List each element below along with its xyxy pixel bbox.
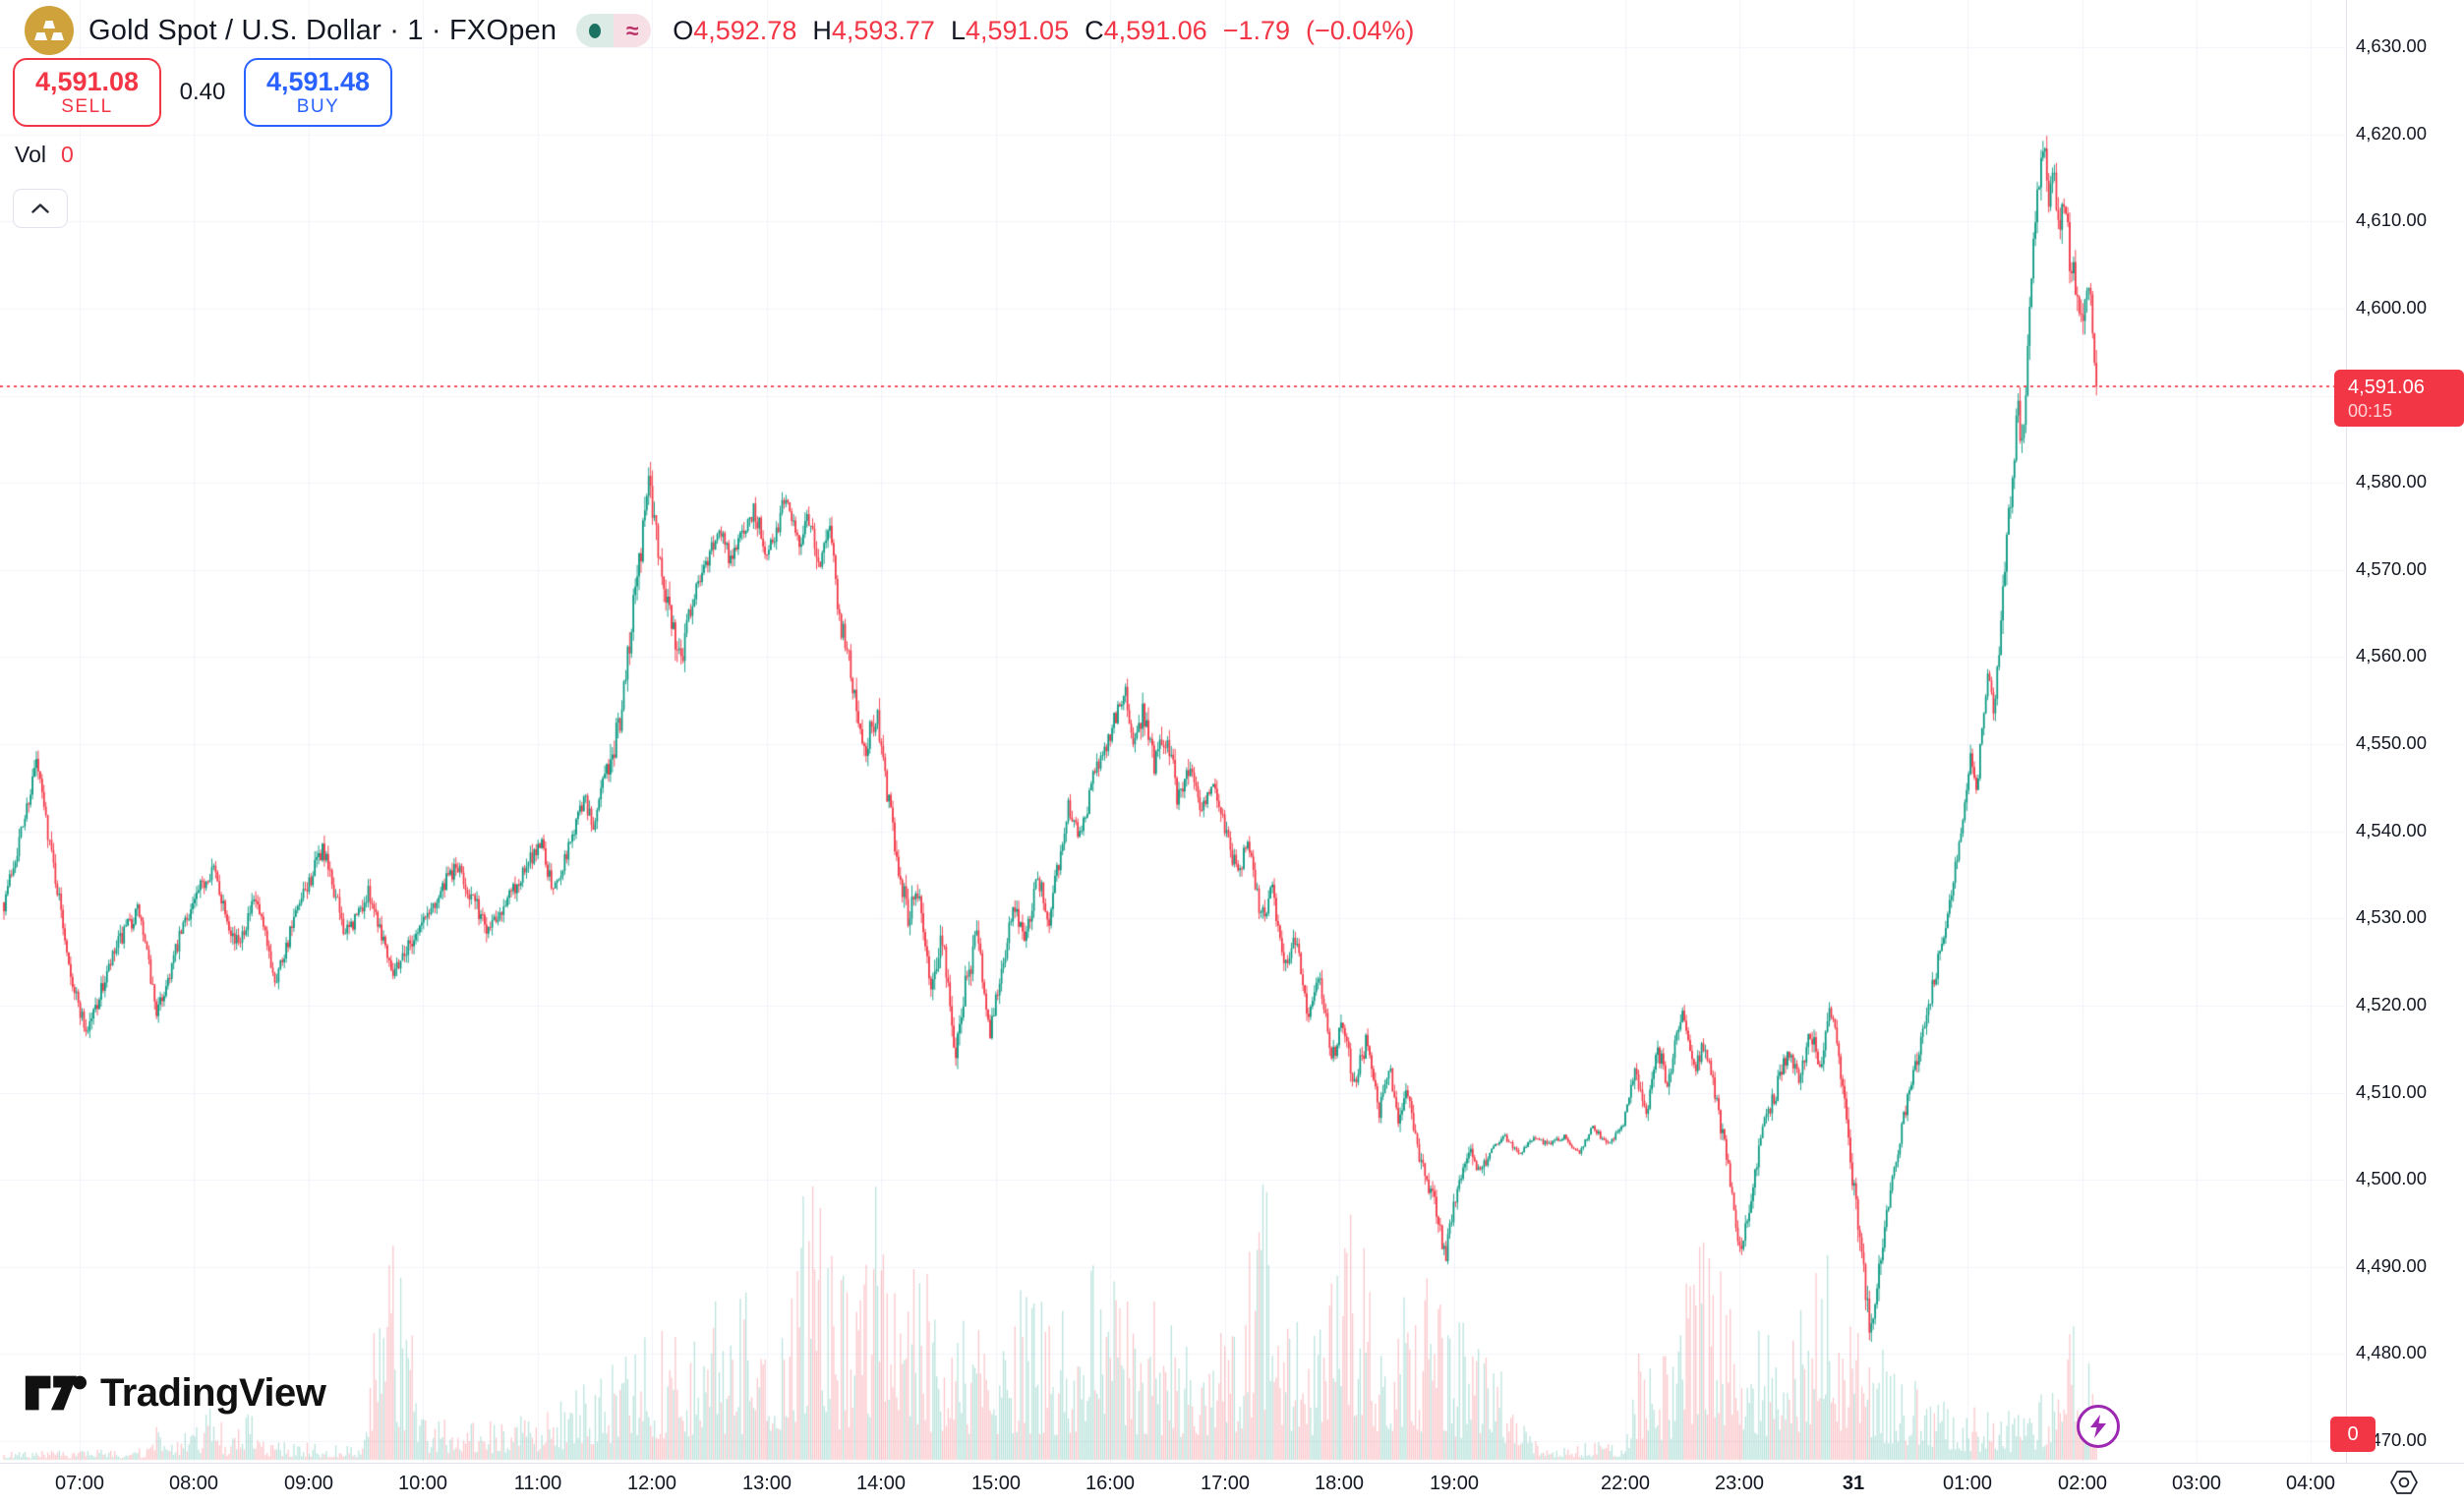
time-tick-label: 15:00 [970, 1473, 1022, 1494]
collapse-panel-button[interactable] [13, 189, 68, 228]
buy-label: BUY [296, 96, 340, 118]
time-tick-label: 08:00 [168, 1473, 219, 1494]
tradingview-watermark[interactable]: TradingView [24, 1370, 326, 1416]
time-tick-label: 17:00 [1200, 1473, 1251, 1494]
price-tick-label: 4,600.00 [2356, 296, 2428, 318]
price-tick-label: 4,620.00 [2356, 122, 2428, 144]
market-status-pill[interactable]: ≈ [576, 14, 652, 47]
buy-button[interactable]: 4,591.48 BUY [244, 58, 392, 127]
market-open-dot-icon [589, 23, 602, 38]
time-tick-label: 16:00 [1085, 1473, 1136, 1494]
time-tick-label: 23:00 [1714, 1473, 1765, 1494]
price-tick-label: 4,520.00 [2356, 993, 2428, 1014]
volume-indicator-legend[interactable]: Vol 0 [15, 142, 74, 168]
instant-order-button[interactable] [2077, 1405, 2120, 1448]
price-tick-label: 4,490.00 [2356, 1254, 2428, 1276]
time-axis[interactable]: 07:00 08:00 09:00 10:00 11:00 12:00 13:00 14:00… [0, 1463, 2464, 1506]
price-tick-label: 4,480.00 [2356, 1342, 2428, 1363]
last-price-label: 4,591.06 00:15 [2334, 370, 2464, 428]
high-key: H [812, 15, 832, 45]
time-tick-label: 04:00 [2285, 1473, 2336, 1494]
price-tick-label: 4,580.00 [2356, 471, 2428, 492]
time-tick-label: 03:00 [2171, 1473, 2222, 1494]
price-tick-label: 4,610.00 [2356, 209, 2428, 231]
time-tick-label: 11:00 [513, 1473, 562, 1494]
sell-price: 4,591.08 [34, 67, 140, 97]
low-value: 4,591.05 [965, 15, 1070, 45]
bar-countdown: 00:15 [2348, 401, 2393, 422]
volume-indicator-value: 0 [60, 142, 74, 167]
time-tick-label: 18:00 [1314, 1473, 1365, 1494]
volume-indicator-label: Vol [15, 142, 46, 167]
time-tick-label: 02:00 [2057, 1473, 2108, 1494]
change-value: −1.79 [1222, 15, 1291, 45]
tradingview-logo-icon [25, 1375, 87, 1411]
time-tick-label: 07:00 [54, 1473, 105, 1494]
order-panel: 4,591.08 SELL 0.40 4,591.48 BUY [13, 58, 392, 127]
time-tick-label: 01:00 [1942, 1473, 1993, 1494]
price-tick-label: 4,550.00 [2356, 732, 2428, 753]
buy-price: 4,591.48 [265, 67, 371, 97]
price-tick-label: 4,560.00 [2356, 645, 2428, 666]
time-tick-label: 31 [1842, 1473, 1865, 1494]
low-key: L [950, 15, 966, 45]
price-axis[interactable]: 4,630.00 4,620.00 4,610.00 4,600.00 4,580.00… [2346, 0, 2464, 1506]
open-key: O [673, 15, 694, 45]
ohlc-readout: O4,592.78 H4,593.77 L4,591.05 C4,591.06 … [673, 16, 1414, 46]
timezone-settings-button[interactable] [2389, 1469, 2419, 1501]
price-tick-label: 4,510.00 [2356, 1080, 2428, 1102]
time-tick-label: 14:00 [855, 1473, 907, 1494]
chevron-up-icon [31, 203, 49, 213]
sell-label: SELL [61, 96, 113, 118]
gear-hex-icon [2390, 1471, 2418, 1494]
change-percent: (−0.04%) [1306, 15, 1415, 45]
high-value: 4,593.77 [831, 15, 935, 45]
close-value: 4,591.06 [1103, 15, 1207, 45]
lightning-bolt-icon [2090, 1415, 2106, 1438]
sell-button[interactable]: 4,591.08 SELL [13, 58, 161, 127]
time-tick-label: 10:00 [397, 1473, 448, 1494]
gold-symbol-icon [24, 5, 75, 56]
candlestick-chart[interactable] [0, 0, 2346, 1463]
tradingview-brand-text: TradingView [100, 1370, 326, 1415]
price-tick-label: 4,570.00 [2356, 557, 2428, 579]
volume-axis-badge: 0 [2330, 1417, 2376, 1452]
price-tick-label: 4,630.00 [2356, 35, 2428, 56]
time-tick-label: 12:00 [626, 1473, 677, 1494]
open-value: 4,592.78 [693, 15, 797, 45]
price-tick-label: 4,500.00 [2356, 1168, 2428, 1189]
last-price-value: 4,591.06 [2348, 376, 2425, 399]
time-tick-label: 09:00 [283, 1473, 334, 1494]
close-key: C [1085, 15, 1104, 45]
delayed-data-icon: ≈ [625, 17, 639, 43]
time-tick-label: 19:00 [1429, 1473, 1480, 1494]
price-tick-label: 4,530.00 [2356, 906, 2428, 928]
time-tick-label: 22:00 [1600, 1473, 1651, 1494]
symbol-header: Gold Spot / U.S. Dollar · 1 · FXOpen ≈ O… [24, 5, 1414, 56]
time-tick-label: 13:00 [741, 1473, 792, 1494]
price-tick-label: 4,540.00 [2356, 819, 2428, 840]
spread-value: 0.40 [179, 79, 226, 105]
symbol-title[interactable]: Gold Spot / U.S. Dollar · 1 · FXOpen [88, 14, 557, 46]
